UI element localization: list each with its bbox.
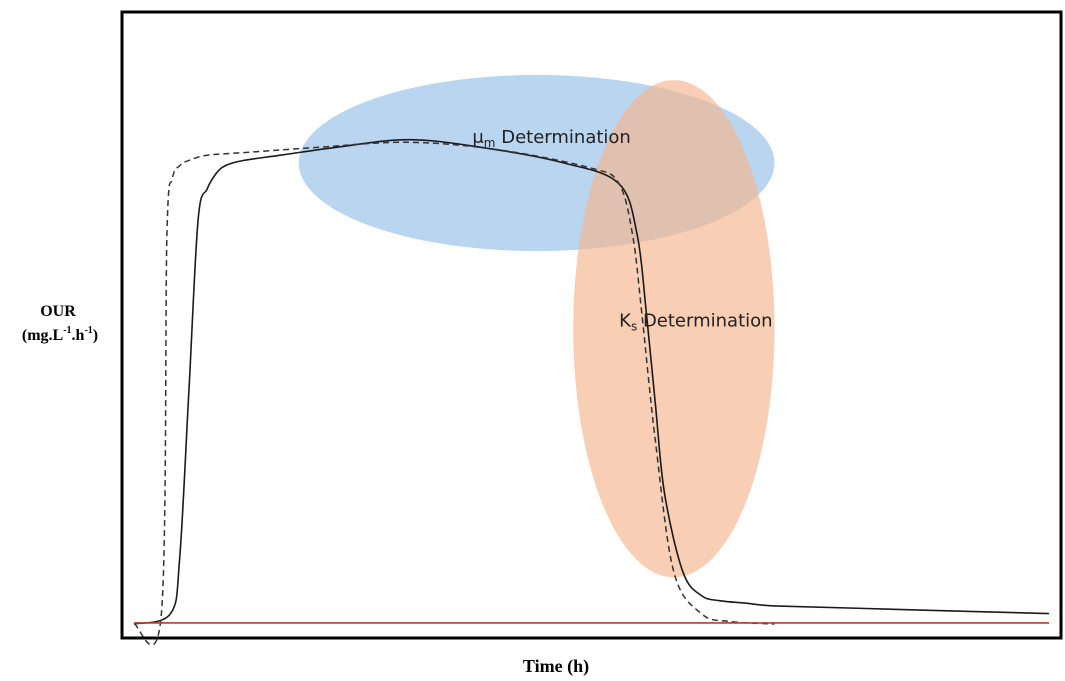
series-line-2 bbox=[133, 141, 775, 646]
y-axis-label: OUR (mg.L-1.h-1) bbox=[22, 303, 98, 344]
series-line-1 bbox=[133, 138, 1050, 625]
annotation-label-2: Ks Determination bbox=[619, 311, 772, 334]
plot-frame bbox=[120, 10, 1063, 640]
annotation-layer bbox=[298, 74, 775, 578]
series-layer bbox=[133, 138, 1050, 646]
annotation-label-1: μm Determination bbox=[472, 127, 630, 150]
x-axis-label: Time (h) bbox=[523, 656, 589, 677]
y-axis-label-line2: (mg.L-1.h-1) bbox=[22, 325, 98, 344]
annotation-ellipse-2 bbox=[573, 80, 775, 578]
annotation-text-layer: μm Determination Ks Determination bbox=[472, 127, 772, 334]
y-axis-label-line1: OUR bbox=[40, 303, 76, 320]
